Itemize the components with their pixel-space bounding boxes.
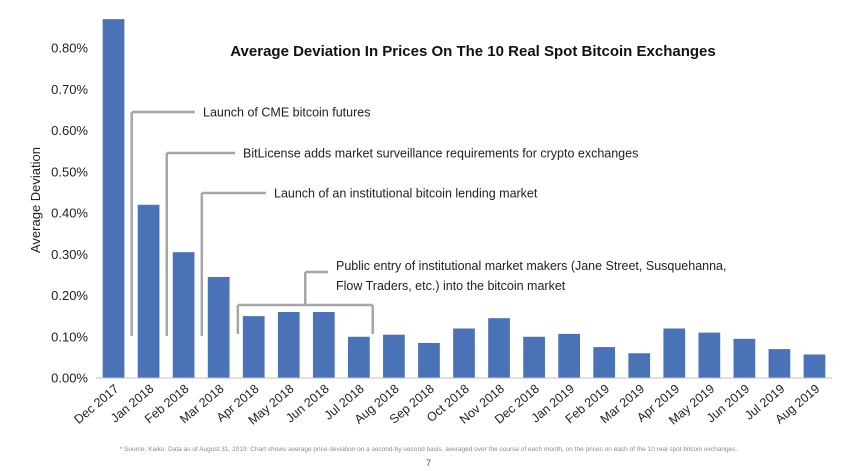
bars: [102, 19, 826, 378]
bar-aug-2019: [803, 354, 826, 378]
annotation-text: BitLicense adds market surveillance requ…: [243, 147, 638, 161]
y-tick-label: 0.00%: [51, 371, 88, 386]
bar-jun-2019: [733, 338, 756, 378]
y-axis-label: Average Deviation: [28, 147, 43, 253]
bar-feb-2019: [593, 347, 616, 378]
annotation-text: Launch of CME bitcoin futures: [203, 106, 370, 120]
bar-jan-2018: [137, 204, 160, 378]
y-tick-label: 0.40%: [51, 206, 88, 221]
bar-apr-2018: [242, 316, 265, 378]
y-tick-label: 0.10%: [51, 329, 88, 344]
annotation-text: Flow Traders, etc.) into the bitcoin mar…: [336, 279, 566, 293]
bar-apr-2019: [663, 328, 686, 378]
bar-aug-2018: [383, 334, 405, 378]
annotations: Launch of CME bitcoin futures BitLicense …: [130, 106, 726, 336]
bar-feb-2018: [172, 252, 195, 378]
footnote: * Source: Kaiko. Data as of August 31, 2…: [119, 446, 738, 453]
bar-mar-2019: [628, 353, 651, 378]
y-axis-ticks: 0.00% 0.10% 0.20% 0.30% 0.40% 0.50% 0.60% 0.70%…: [51, 41, 88, 386]
y-tick-label: 0.20%: [51, 288, 88, 303]
chart-title: Average Deviation In Prices On The 10 Re…: [230, 43, 715, 60]
bar-dec-2017: [102, 19, 125, 378]
bar-chart: 0.00% 0.10% 0.20% 0.30% 0.40% 0.50% 0.60% 0.70%…: [28, 19, 832, 428]
bar-may-2019: [698, 332, 721, 378]
y-tick-label: 0.30%: [51, 247, 88, 262]
annotation-text: Launch of an institutional bitcoin lendi…: [274, 187, 538, 201]
y-tick-label: 0.70%: [51, 82, 88, 97]
bar-jan-2019: [558, 333, 581, 378]
bar-jul-2018: [347, 336, 370, 378]
bar-jul-2019: [768, 349, 791, 378]
page-number: 7: [425, 458, 431, 468]
bar-sep-2018: [418, 342, 440, 378]
bar-jun-2018: [312, 312, 335, 378]
bar-dec-2018: [523, 336, 545, 378]
bar-oct-2018: [453, 328, 475, 378]
bar-may-2018: [277, 312, 300, 378]
y-tick-label: 0.60%: [51, 123, 88, 138]
bar-nov-2018: [488, 318, 510, 378]
y-tick-label: 0.50%: [51, 164, 88, 179]
bar-mar-2018: [207, 276, 230, 378]
annotation-text: Public entry of institutional market mak…: [336, 259, 726, 273]
y-tick-label: 0.80%: [51, 41, 88, 56]
